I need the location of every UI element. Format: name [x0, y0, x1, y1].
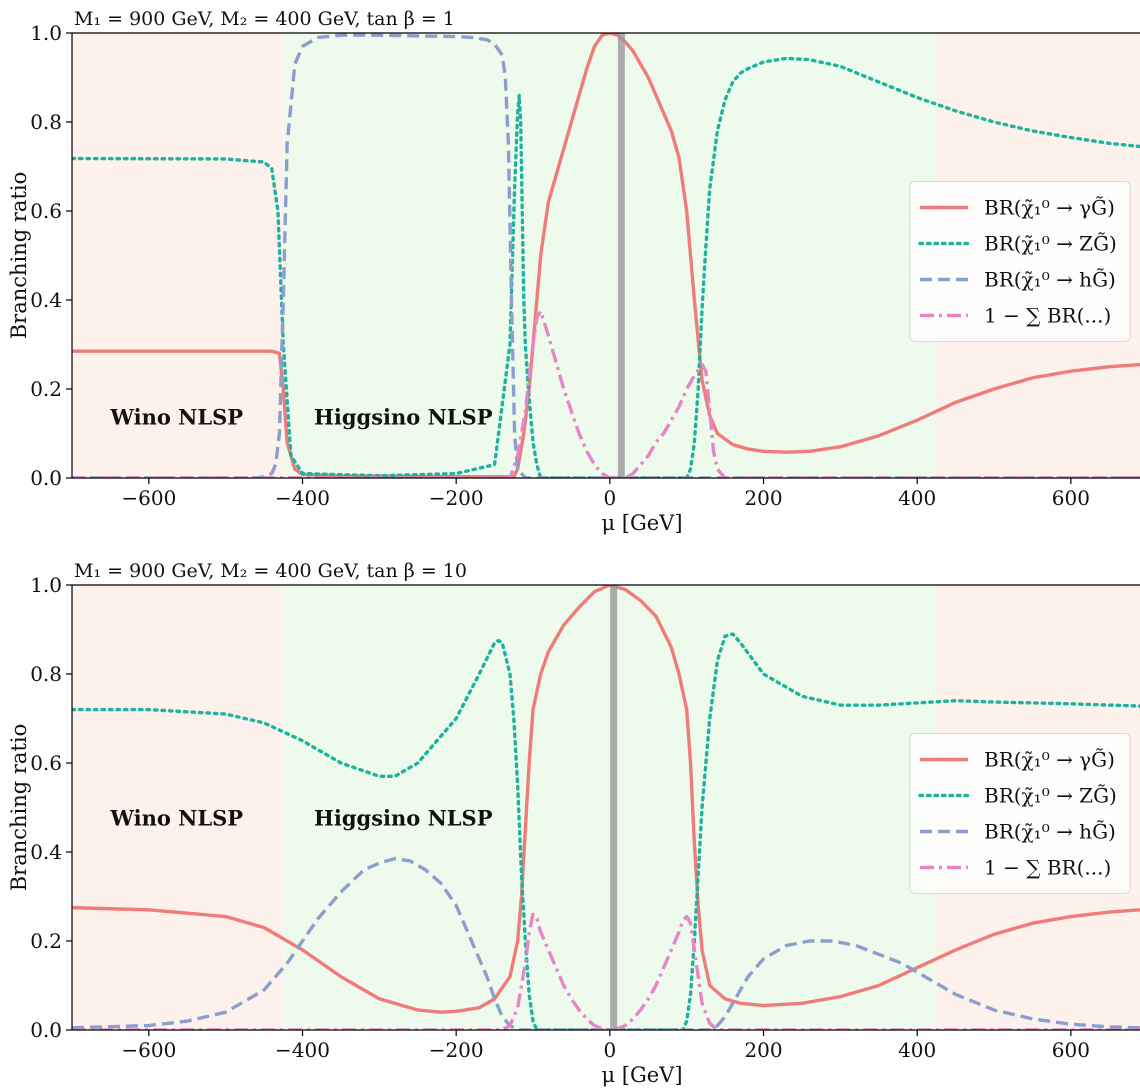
x-axis-label: μ [GeV]	[601, 1063, 682, 1087]
y-tick-label: 1.0	[30, 573, 62, 597]
region-band-1	[72, 33, 284, 478]
region-band-2	[283, 585, 937, 1030]
legend-box	[909, 181, 1131, 342]
y-tick-label: 1.0	[30, 21, 62, 45]
region-band-1	[72, 585, 284, 1030]
chart-panel-1: −600 −400 −200 0 200 400 600 0.0 0.2 0.4 0.6 0.8 1.0…	[7, 8, 1140, 535]
series-group	[72, 585, 1140, 1030]
panel-title: M₁ = 900 GeV, M₂ = 400 GeV, tan β = 10	[74, 560, 467, 582]
region-band-2	[283, 33, 937, 478]
x-tick-label: −200	[429, 1038, 484, 1062]
region-label-2: Higgsino NLSP	[314, 805, 493, 830]
legend-label-4: 1 − ∑ BR(...)	[984, 304, 1111, 328]
y-tick-label: 0.6	[30, 751, 62, 775]
legend-label-2: BR(χ̃₁⁰ → ZG̃)	[984, 784, 1117, 808]
y-tick-label: 0.6	[30, 199, 62, 223]
x-tick-label: −600	[121, 486, 176, 510]
series-line-1	[72, 585, 1140, 1014]
x-tick-label: 200	[744, 486, 782, 510]
series-line-4	[72, 309, 1140, 478]
legend-label-3: BR(χ̃₁⁰ → hG̃)	[984, 268, 1116, 292]
legend: BR(χ̃₁⁰ → γG̃) BR(χ̃₁⁰ → ZG̃) BR(χ̃₁⁰ → hG…	[909, 181, 1131, 342]
y-tick-label: 0.4	[30, 288, 62, 312]
legend-label-1: BR(χ̃₁⁰ → γG̃)	[984, 748, 1115, 772]
chart-panel-2: −600 −400 −200 0 200 400 600 0.0 0.2 0.4 0.6 0.8 1.0…	[7, 560, 1140, 1087]
legend-label-4: 1 − ∑ BR(...)	[984, 856, 1111, 880]
y-tick-label: 0.0	[30, 466, 62, 490]
series-line-3	[72, 33, 1140, 478]
region-label-2: Higgsino NLSP	[314, 405, 493, 430]
y-axis-label: Branching ratio	[7, 172, 31, 340]
x-tick-label: −400	[275, 486, 330, 510]
x-tick-label: 600	[1052, 486, 1090, 510]
x-tick-label: 400	[898, 1038, 936, 1062]
legend-box	[909, 733, 1131, 894]
legend: BR(χ̃₁⁰ → γG̃) BR(χ̃₁⁰ → ZG̃) BR(χ̃₁⁰ → hG…	[909, 733, 1131, 894]
x-tick-label: 200	[744, 1038, 782, 1062]
legend-label-3: BR(χ̃₁⁰ → hG̃)	[984, 820, 1116, 844]
y-tick-label: 0.2	[30, 929, 62, 953]
series-line-2	[72, 56, 1140, 478]
region-label-1: Wino NLSP	[109, 405, 243, 430]
x-tick-label: −600	[121, 1038, 176, 1062]
y-tick-label: 0.2	[30, 377, 62, 401]
x-tick-label: 400	[898, 486, 936, 510]
y-tick-label: 0.0	[30, 1018, 62, 1042]
y-tick-label: 0.8	[30, 110, 62, 134]
x-tick-label: 0	[603, 486, 616, 510]
y-tick-label: 0.8	[30, 662, 62, 686]
legend-label-1: BR(χ̃₁⁰ → γG̃)	[984, 196, 1115, 220]
x-axis-label: μ [GeV]	[601, 511, 682, 535]
series-group	[72, 33, 1140, 478]
panel-title: M₁ = 900 GeV, M₂ = 400 GeV, tan β = 1	[74, 8, 455, 30]
series-line-2	[72, 632, 1140, 1030]
series-line-4	[72, 912, 1140, 1030]
y-tick-label: 0.4	[30, 840, 62, 864]
y-axis-label: Branching ratio	[7, 724, 31, 892]
legend-label-2: BR(χ̃₁⁰ → ZG̃)	[984, 232, 1117, 256]
x-tick-label: 600	[1052, 1038, 1090, 1062]
x-tick-label: −200	[429, 486, 484, 510]
region-label-1: Wino NLSP	[109, 805, 243, 830]
x-tick-label: 0	[603, 1038, 616, 1062]
x-tick-label: −400	[275, 1038, 330, 1062]
